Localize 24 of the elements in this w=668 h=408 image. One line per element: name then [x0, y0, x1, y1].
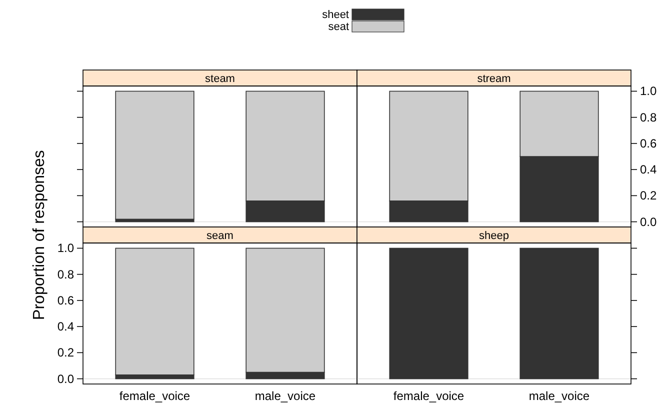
y-tick-label: 0.8: [640, 110, 658, 124]
y-tick-label: 0.4: [640, 162, 658, 177]
y-tick-label: 0.2: [57, 346, 74, 360]
y-tick-label: 0.0: [640, 214, 658, 229]
x-tick-label: male_voice: [254, 389, 316, 403]
y-tick-label: 0.6: [57, 293, 74, 308]
chart-title: steam: [205, 73, 235, 85]
chart-title: stream: [477, 73, 511, 85]
y-tick-label: 1.0: [640, 84, 658, 98]
x-tick-label: female_voice: [393, 389, 464, 403]
y-tick-label: 1.0: [57, 241, 74, 256]
y-tick-label: 0.8: [57, 267, 74, 282]
legend-label: sheet: [322, 9, 349, 21]
y-tick-label: 0.4: [57, 320, 74, 334]
chart-title: sheep: [479, 230, 509, 242]
bar: [115, 248, 194, 376]
x-tick-label: female_voice: [119, 389, 190, 403]
y-tick-label: 0.0: [57, 372, 74, 386]
y-tick-label: 0.6: [640, 136, 658, 150]
chart-title: seam: [206, 230, 234, 242]
x-tick-label: male_voice: [528, 389, 590, 403]
y-tick-label: 0.2: [640, 188, 658, 203]
legend-label: seat: [328, 21, 349, 33]
y-axis-title: Proportion of responses: [31, 150, 48, 320]
